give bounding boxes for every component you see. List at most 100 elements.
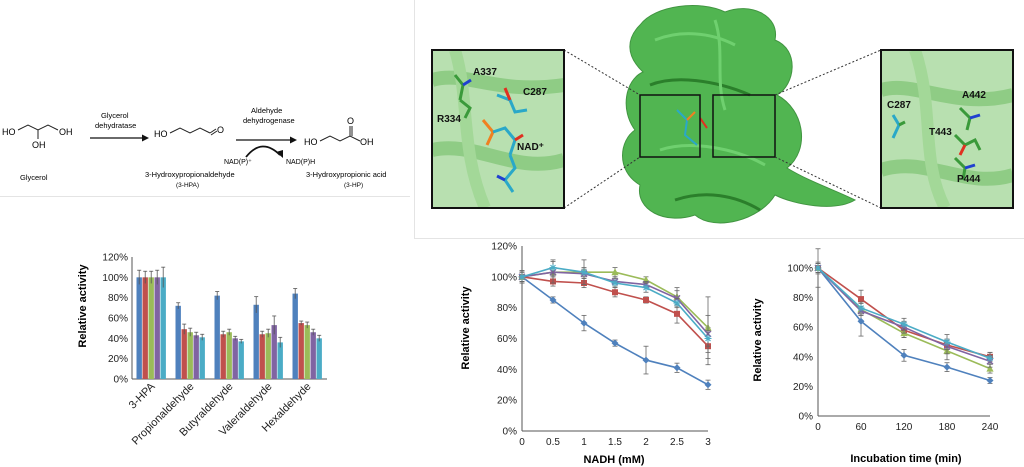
time-ytick-label: 40% (793, 352, 813, 363)
nadh-ytick-label: 80% (497, 303, 517, 314)
time-series-1 (814, 248, 994, 384)
pathway-scheme: HO OH OH Glycerol Glycerol dehydratase H… (2, 106, 386, 189)
label-nad: NAD⁺ (517, 142, 544, 153)
nadh-point (580, 319, 588, 327)
bar-xtick-label: 3-HPA (127, 380, 158, 411)
arrow-2-head (290, 136, 297, 144)
label-a442: A442 (962, 90, 986, 101)
nadh-point (642, 284, 650, 292)
time-point (858, 296, 864, 303)
nadh-ytick-label: 20% (497, 396, 517, 407)
bar (310, 332, 316, 379)
bar (154, 277, 160, 379)
nadh-xtick-label: 0 (519, 437, 525, 448)
time-point (857, 317, 865, 325)
label-c287-right: C287 (887, 100, 911, 111)
nadh-xtick-label: 2.5 (670, 437, 684, 448)
cofactor-arc (245, 145, 281, 158)
label-a337: A337 (473, 67, 497, 78)
nadh-point (643, 296, 649, 303)
nadh-xtick-label: 1 (581, 437, 587, 448)
bar (271, 325, 277, 379)
time-chart-ylabel: Relative activity (752, 298, 764, 382)
time-point (900, 351, 908, 359)
nadh-ytick-label: 60% (497, 334, 517, 345)
structure-panel: A337 C287 R334 NAD⁺ C287 A442 T443 P4 (415, 0, 1024, 238)
nadh-chart-xlabel: NADH (mM) (583, 454, 644, 466)
left-inset-content (432, 50, 564, 208)
hp-oh: OH (360, 137, 374, 147)
time-ytick-label: 100% (787, 264, 813, 275)
glycerol-oh-right: OH (59, 127, 73, 137)
bar-ytick-label: 40% (108, 334, 128, 345)
time-xtick-label: 0 (815, 422, 821, 433)
bar-ytick-label: 60% (108, 314, 128, 325)
arrow-1-head (142, 134, 149, 142)
bar (181, 329, 187, 379)
time-point (986, 364, 994, 372)
time-ytick-label: 60% (793, 323, 813, 334)
bar-ytick-label: 120% (102, 253, 128, 264)
nadh-ytick-label: 0% (503, 427, 518, 438)
bar (142, 277, 148, 379)
hpa-abbr: (3-HPA) (176, 182, 199, 189)
nadh-xtick-label: 1.5 (608, 437, 622, 448)
incubation-line-chart: Relative activity Incubation time (min) … (752, 248, 999, 465)
right-inset-frame (880, 49, 1014, 209)
nadh-xtick-label: 3 (705, 437, 711, 448)
protein-ribbon (622, 5, 857, 224)
bar (199, 337, 205, 379)
hpa-name: 3-Hydroxypropionaldehyde (145, 170, 235, 179)
protein-structure-image: A337 C287 R334 NAD⁺ C287 A442 T443 P4 (431, 5, 1014, 224)
glycerol-label: Glycerol (20, 173, 48, 182)
time-point (986, 354, 994, 362)
bar (265, 333, 271, 379)
label-p444: P444 (957, 174, 981, 185)
hpa-structure (169, 127, 218, 136)
bar (214, 295, 220, 379)
bar (277, 342, 283, 379)
time-xtick-label: 180 (939, 422, 956, 433)
bar (160, 277, 166, 379)
nadh-point (518, 273, 526, 281)
bar (187, 332, 193, 379)
bar-chart-ylabel: Relative activity (77, 264, 89, 348)
bar (220, 334, 226, 379)
time-point (900, 320, 908, 328)
hpa-ho: HO (154, 129, 168, 139)
time-point (857, 304, 865, 312)
time-xtick-label: 60 (855, 422, 867, 433)
hp-o: O (347, 116, 354, 126)
nadh-point (704, 335, 712, 342)
nadh-chart-ylabel: Relative activity (460, 286, 472, 370)
time-xtick-label: 120 (896, 422, 913, 433)
bar (259, 334, 265, 379)
hp-ho: HO (304, 137, 318, 147)
time-point (943, 363, 951, 371)
glycerol-ho: HO (2, 127, 16, 137)
bar (232, 338, 238, 379)
time-ytick-label: 0% (799, 412, 814, 423)
time-point (814, 264, 822, 272)
substrate-bar-chart: Relative activity 0% 20% 40% 60% 80% 100% 120%… (77, 253, 327, 448)
nadh-line-chart: Relative activity NADH (mM) 0% 20% 40% 60% 8… (460, 242, 712, 466)
bar (175, 305, 181, 379)
time-series-line (817, 267, 991, 358)
center-ligand (676, 109, 708, 146)
time-series-line (817, 267, 991, 362)
hp-name: 3-Hydroxypropionic acid (306, 170, 386, 179)
time-series-5 (814, 261, 994, 365)
glycerol-oh-bottom: OH (32, 140, 46, 150)
substrate-bar-chart-panel: Relative activity 0% 20% 40% 60% 80% 100% 120%… (62, 222, 337, 467)
divider-top-right-h (414, 238, 1024, 239)
zoom-box-right (712, 94, 776, 158)
hp-structure (319, 126, 361, 142)
bar (253, 304, 259, 379)
bar (193, 335, 199, 379)
time-point (943, 338, 951, 346)
bar (304, 325, 310, 379)
left-inset-frame (431, 49, 565, 209)
divider-top-right-v (414, 0, 415, 238)
nadh-series-5 (518, 259, 712, 347)
time-xtick-label: 240 (982, 422, 999, 433)
